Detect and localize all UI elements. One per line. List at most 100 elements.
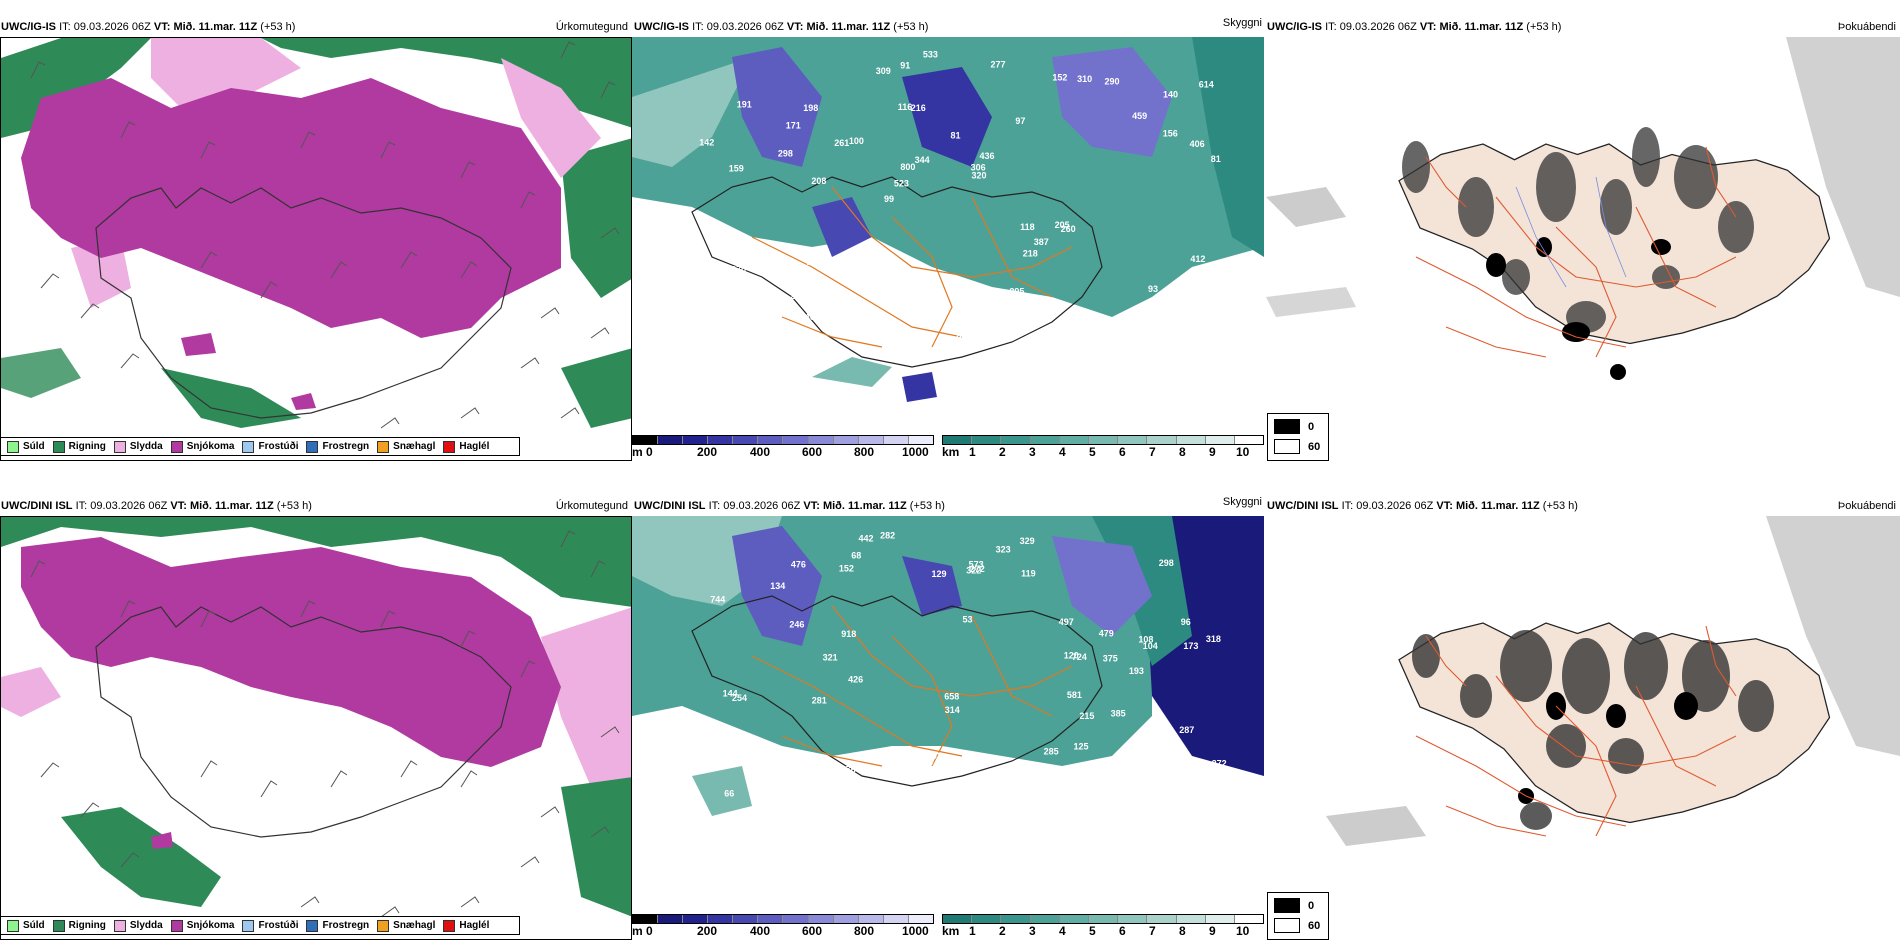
visibility-value-label: 91: [900, 61, 910, 71]
it-label: IT:: [75, 500, 88, 512]
visibility-value-label: 118: [1020, 222, 1035, 232]
lead-time: (+53 h): [909, 500, 945, 512]
visibility-value-label: 376: [841, 765, 856, 775]
visibility-value-label: 215: [1079, 711, 1094, 721]
visibility-value-label: 134: [770, 581, 785, 591]
visibility-value-label: 385: [1111, 709, 1126, 719]
visibility-value-label: 729: [945, 275, 960, 285]
precip-map[interactable]: [0, 37, 632, 461]
visibility-value-label: 581: [1067, 690, 1082, 700]
vt-value: Mið. 11.mar. 11Z: [1439, 21, 1524, 33]
visibility-map[interactable]: 151 159 140 99 97 87 116 81 73 100 179 268 216 436 260…: [632, 37, 1264, 427]
visibility-value-label: 73: [746, 259, 756, 269]
it-label: IT:: [708, 500, 721, 512]
legend-item: Súld: [7, 440, 45, 453]
visibility-value-label: 218: [1023, 248, 1038, 258]
height-tick: 0: [646, 924, 653, 938]
vis-tick: 8: [1179, 924, 1186, 938]
visibility-value-label: 533: [923, 50, 938, 60]
visibility-value-label: 370: [731, 265, 746, 275]
vt-value: Mið. 11.mar. 11Z: [822, 500, 907, 512]
panel-title: UWC/DINI ISL IT: 09.03.2026 06Z VT: Mið.…: [1267, 500, 1578, 512]
vis-tick: 9: [1209, 445, 1216, 459]
visibility-value-label: 351: [1079, 765, 1094, 775]
visibility-value-label: 277: [991, 60, 1006, 70]
height-tick: 800: [854, 445, 875, 459]
legend-item: Frostúði: [242, 919, 298, 932]
fog-map[interactable]: [1266, 516, 1900, 906]
visibility-value-label: 192: [927, 751, 942, 761]
model-name: UWC/IG-IS: [1267, 21, 1322, 33]
visibility-value-label: 287: [1179, 725, 1194, 735]
visibility-value-label: 250: [752, 325, 767, 335]
visibility-value-label: 104: [1143, 641, 1158, 651]
height-tick: 0: [646, 445, 653, 459]
visibility-value-label: 470: [1152, 717, 1167, 727]
vis-tick: 4: [1059, 924, 1066, 938]
it-value: 09.03.2026 06Z: [90, 500, 168, 512]
precip-legend: Súld Rigning Slydda Snjókoma Frostúði Fr…: [0, 916, 520, 935]
panel-title: UWC/DINI ISL IT: 09.03.2026 06Z VT: Mið.…: [1, 500, 312, 512]
visibility-value-label: 53: [963, 615, 973, 625]
precip-map[interactable]: [0, 516, 632, 940]
visibility-value-label: 323: [996, 545, 1011, 555]
legend-item: Rigning: [52, 440, 106, 453]
visibility-value-label: 216: [911, 103, 926, 113]
vis-tick: 1: [969, 924, 976, 938]
lead-time: (+53 h): [260, 21, 296, 33]
it-label: IT:: [1341, 500, 1354, 512]
visibility-value-label: 268: [790, 291, 805, 301]
it-value: 09.03.2026 06Z: [1356, 500, 1434, 512]
panel-precip-top: UWC/IG-IS IT: 09.03.2026 06Z VT: Mið. 11…: [0, 15, 632, 461]
legend-item: Snjókoma: [170, 919, 234, 932]
visibility-value-label: 179: [707, 303, 722, 313]
legend-item: Frostúði: [242, 440, 298, 453]
product-name: Skyggni: [1222, 496, 1262, 508]
visibility-value-label: 144: [723, 689, 738, 699]
visibility-value-label: 174: [797, 764, 812, 774]
product-name: Þokuábendi: [1837, 21, 1896, 33]
visibility-value-label: 344: [915, 155, 930, 165]
visibility-value-label: 375: [1103, 653, 1118, 663]
visibility-value-label: 479: [1099, 628, 1114, 638]
visibility-value-label: 254: [732, 693, 747, 703]
visibility-value-label: 778: [761, 787, 776, 797]
visibility-value-label: 724: [1072, 652, 1087, 662]
visibility-map[interactable]: 135 96 67 53 66 68 108 376 298 246 173 744 193 446 166…: [632, 516, 1264, 906]
visibility-value-label: 135: [1129, 753, 1144, 763]
it-label: IT:: [1325, 21, 1337, 33]
fog-swatch-low: [1274, 419, 1300, 434]
visibility-value-label: 246: [789, 619, 804, 629]
fog-swatch-high: [1274, 918, 1300, 933]
legend-item: Haglél: [443, 919, 489, 932]
visibility-value-label: 315: [903, 288, 918, 298]
visibility-value-label: 97: [1015, 116, 1025, 126]
panel-visibility-bottom: UWC/DINI ISL IT: 09.03.2026 06Z VT: Mið.…: [632, 494, 1264, 940]
visibility-value-label: 205: [1055, 220, 1070, 230]
product-name: Úrkomutegund: [555, 21, 628, 33]
visibility-value-label: 290: [1105, 77, 1120, 87]
vt-label: VT:: [1419, 21, 1437, 33]
visibility-value-label: 88: [879, 793, 889, 803]
vis-tick: 4: [1059, 445, 1066, 459]
visibility-value-label: 295: [1009, 287, 1024, 297]
it-value: 09.03.2026 06Z: [73, 21, 151, 33]
vis-tick: 10: [1236, 445, 1250, 459]
panel-title: UWC/DINI ISL IT: 09.03.2026 06Z VT: Mið.…: [634, 500, 945, 512]
legend-item: Snæhagl: [377, 919, 435, 932]
visibility-value-label: 800: [900, 162, 915, 172]
visibility-value-label: 240: [709, 331, 724, 341]
visibility-value-label: 918: [841, 629, 856, 639]
visibility-colorbar: km 1 2 3 4 5 6 7 8 9 10: [942, 914, 1264, 940]
visibility-value-label: 426: [848, 674, 863, 684]
visibility-value-label: 329: [1020, 536, 1035, 546]
vt-value: Mið. 11.mar. 11Z: [189, 500, 274, 512]
vt-label: VT:: [1436, 500, 1453, 512]
fog-value-bottom: 60: [1308, 919, 1321, 932]
height-tick: 600: [802, 445, 823, 459]
visibility-value-label: 523: [894, 178, 909, 188]
vis-tick: 2: [999, 924, 1006, 938]
fog-map[interactable]: [1266, 37, 1900, 427]
model-name: UWC/DINI ISL: [1, 500, 73, 512]
model-name: UWC/DINI ISL: [634, 500, 706, 512]
